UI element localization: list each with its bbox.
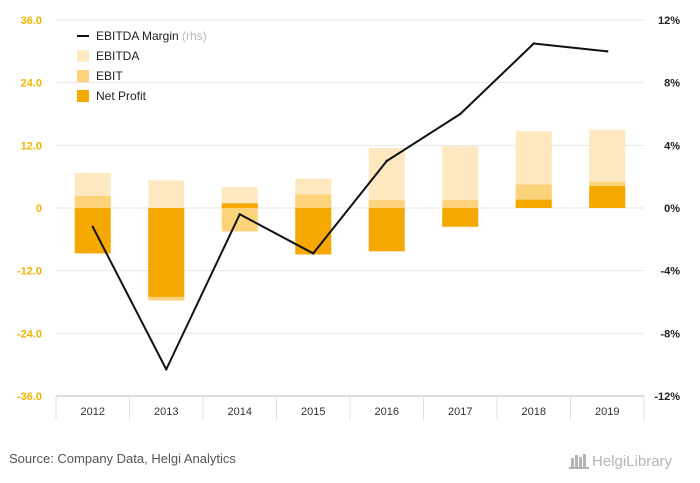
left-tick-label: -36.0 bbox=[17, 391, 42, 403]
right-axis-ticks: 12% 8% 4% 0% -4% -8% -12% bbox=[654, 15, 680, 403]
net-profit-bar bbox=[148, 208, 185, 297]
ebitda-bar bbox=[368, 147, 405, 208]
ebitda-margin-line bbox=[91, 42, 608, 371]
source-text: Source: Company Data, Helgi Analytics bbox=[9, 451, 236, 466]
ebitda-bar bbox=[148, 180, 185, 208]
ebitda-margin-point bbox=[606, 50, 609, 53]
net-profit-bar bbox=[221, 203, 258, 208]
left-tick-label: 12.0 bbox=[21, 140, 42, 152]
ebit-bar bbox=[368, 200, 405, 208]
x-tick-label: 2012 bbox=[81, 406, 105, 418]
legend-swatch bbox=[77, 70, 89, 82]
ebitda-margin-point bbox=[91, 225, 94, 228]
ebit-bar bbox=[295, 194, 332, 208]
ebitda-bar bbox=[221, 187, 258, 208]
ebitda-margin-point bbox=[459, 112, 462, 116]
x-tick-label: 2018 bbox=[522, 406, 546, 418]
ebitda-bar bbox=[442, 146, 479, 208]
legend-label: EBITDA Margin (rhs) bbox=[96, 29, 207, 43]
net-profit-bar bbox=[368, 208, 405, 252]
legend-swatch bbox=[77, 50, 89, 62]
left-tick-label: -12.0 bbox=[17, 266, 42, 278]
net-profit-bar bbox=[589, 186, 626, 208]
legend-label: Net Profit bbox=[96, 89, 147, 103]
right-tick-label: 0% bbox=[664, 203, 680, 215]
ebit-bar bbox=[442, 200, 479, 208]
ebit-bar bbox=[74, 195, 111, 208]
legend-series-note: (rhs) bbox=[179, 29, 207, 43]
left-tick-label: 0 bbox=[36, 203, 42, 215]
right-tick-label: -12% bbox=[654, 391, 680, 403]
logo-text: HelgiLibrary bbox=[592, 453, 673, 470]
net-profit-bar bbox=[74, 208, 111, 254]
footer: Source: Company Data, Helgi Analytics He… bbox=[9, 451, 673, 470]
ebitda-margin-point bbox=[238, 213, 241, 216]
legend-series-name: EBITDA bbox=[96, 49, 139, 63]
x-axis-ticks: 2012 2013 2014 2015 2016 2017 2018 2019 bbox=[81, 406, 620, 418]
ebitda-margin-point bbox=[532, 42, 535, 45]
x-tick-label: 2017 bbox=[448, 406, 472, 418]
legend-swatch bbox=[77, 90, 89, 102]
ebit-bar bbox=[221, 208, 258, 232]
right-tick-label: -4% bbox=[660, 266, 680, 278]
helgi-logo: HelgiLibrary bbox=[569, 453, 673, 470]
library-icon bbox=[569, 454, 589, 469]
x-tick-label: 2014 bbox=[228, 406, 252, 418]
axes bbox=[55, 395, 645, 420]
left-tick-label: -24.0 bbox=[17, 328, 42, 340]
legend-series-name: Net Profit bbox=[96, 89, 147, 103]
ebitda-margin-point bbox=[312, 252, 315, 255]
left-tick-label: 24.0 bbox=[21, 78, 42, 90]
net-profit-bar bbox=[515, 199, 552, 208]
right-tick-label: 4% bbox=[664, 140, 680, 152]
left-axis-ticks: 36.0 24.0 12.0 0 -12.0 -24.0 -36.0 bbox=[17, 15, 42, 403]
left-tick-label: 36.0 bbox=[21, 15, 42, 27]
legend-label: EBITDA bbox=[96, 49, 139, 63]
x-tick-label: 2016 bbox=[375, 406, 399, 418]
net-profit-bar bbox=[442, 208, 479, 227]
margin-line-series bbox=[91, 42, 609, 371]
legend-label: EBIT bbox=[96, 69, 123, 83]
legend-series-name: EBITDA Margin bbox=[96, 29, 179, 43]
x-tick-label: 2013 bbox=[154, 406, 178, 418]
bar-series bbox=[74, 129, 626, 301]
ebitda-margin-point bbox=[385, 159, 388, 163]
legend: EBITDA Margin (rhs) EBITDA EBIT Net Profit bbox=[77, 29, 207, 103]
x-tick-label: 2015 bbox=[301, 406, 325, 418]
right-tick-label: 8% bbox=[664, 78, 680, 90]
x-tick-label: 2019 bbox=[595, 406, 619, 418]
right-tick-label: -8% bbox=[660, 328, 680, 340]
legend-series-name: EBIT bbox=[96, 69, 123, 83]
ebitda-margin-point bbox=[165, 368, 168, 371]
right-tick-label: 12% bbox=[658, 15, 680, 27]
